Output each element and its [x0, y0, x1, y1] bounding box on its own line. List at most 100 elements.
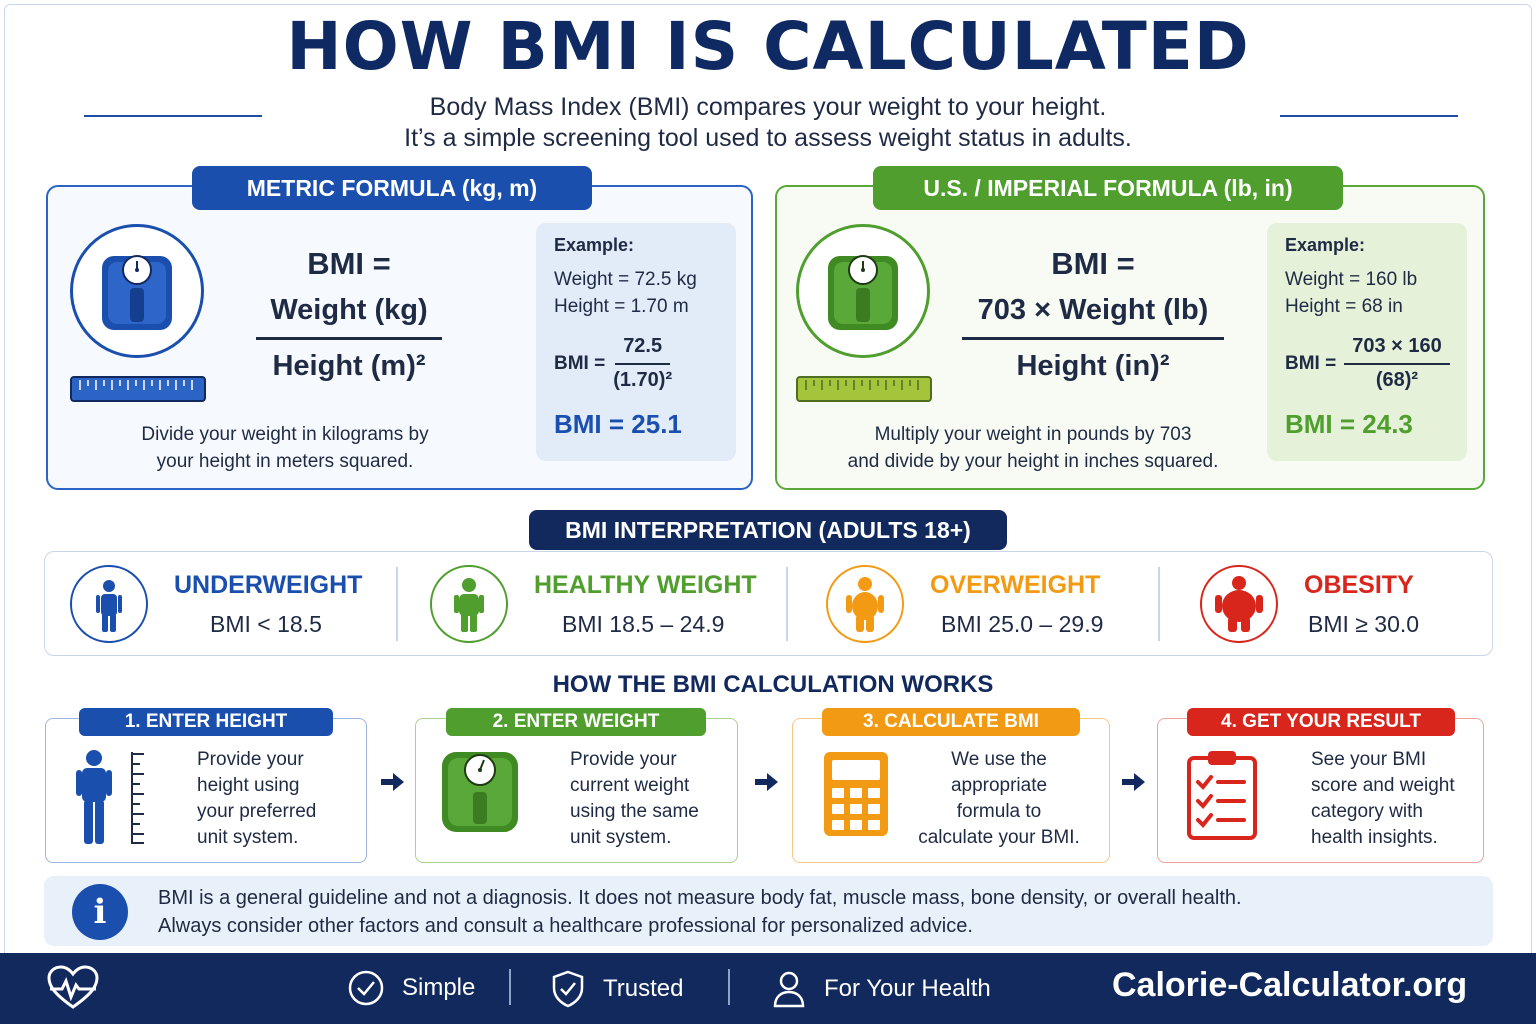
metric-example-weight: Weight = 72.5 kg — [554, 269, 697, 290]
step-2-line: Provide your — [570, 749, 677, 770]
scale-icon — [828, 255, 898, 330]
step-1-line: Provide your — [197, 749, 304, 770]
imperial-example-calc: BMI = 703 × 160 (68)² — [1285, 335, 1450, 392]
imperial-example-calc-label: BMI = — [1285, 352, 1337, 374]
brand-name[interactable]: Calorie-Calculator.org — [1112, 966, 1468, 1004]
calculator-icon — [824, 752, 888, 836]
person-thin-icon — [95, 579, 122, 632]
imperial-formula-tab: U.S. / IMPERIAL FORMULA (lb, in) — [873, 166, 1343, 210]
ruler-icon — [796, 376, 932, 402]
step-2-line: current weight — [570, 775, 690, 796]
metric-formula: BMI = Weight (kg) Height (m)² — [256, 246, 442, 383]
step-1-tab: 1. ENTER HEIGHT — [79, 708, 333, 736]
imperial-description: Multiply your weight in pounds by 703 an… — [810, 421, 1256, 475]
category-divider — [786, 567, 788, 641]
step-1-text: Provide your height using your preferred… — [197, 747, 316, 851]
category-healthy-weight: HEALTHY WEIGHT BMI 18.5 – 24.9 — [430, 561, 770, 647]
page-title: HOW BMI IS CALCULATED — [286, 8, 1250, 85]
step-3-tab: 3. CALCULATE BMI — [822, 708, 1080, 736]
imperial-example-height: Height = 68 in — [1285, 296, 1403, 317]
disclaimer-line-1: BMI is a general guideline and not a dia… — [158, 887, 1242, 909]
metric-description-line-1: Divide your weight in kilograms by — [141, 424, 429, 445]
metric-example-height: Height = 1.70 m — [554, 296, 689, 317]
category-range: BMI < 18.5 — [210, 611, 322, 637]
person-height-icon — [76, 750, 144, 844]
imperial-example-title: Example: — [1285, 235, 1366, 255]
step-2-text: Provide your current weight using the sa… — [570, 747, 699, 851]
category-range: BMI ≥ 30.0 — [1308, 611, 1420, 637]
person-icon — [453, 577, 484, 632]
imperial-formula-lhs: BMI = — [1051, 246, 1135, 281]
step-4-text: See your BMI score and weight category w… — [1311, 747, 1455, 851]
step-2-line: using the same — [570, 801, 699, 822]
metric-formula-tab: METRIC FORMULA (kg, m) — [192, 166, 592, 210]
subtitle-line-1: Body Mass Index (BMI) compares your weig… — [429, 93, 1107, 121]
metric-example-calc: BMI = 72.5 (1.70)² — [554, 335, 672, 392]
imperial-formula-numerator: 703 × Weight (lb) — [962, 294, 1224, 340]
footer-divider — [509, 969, 511, 1005]
obesity-person-icon-circle — [1200, 565, 1278, 643]
imperial-example-result: BMI = 24.3 — [1285, 409, 1413, 439]
ruler-icon — [70, 376, 206, 402]
imperial-description-line-2: and divide by your height in inches squa… — [847, 451, 1219, 472]
category-obesity: OBESITY BMI ≥ 30.0 — [1200, 561, 1480, 647]
overweight-person-icon-circle — [826, 565, 904, 643]
shield-check-icon — [552, 970, 584, 1008]
disclaimer-line-2: Always consider other factors and consul… — [158, 915, 973, 937]
step-1-line: your preferred — [197, 801, 317, 822]
imperial-example-denominator: (68)² — [1375, 369, 1419, 391]
step-4-line: category with — [1311, 801, 1423, 822]
footer-trusted: Trusted — [551, 970, 683, 1008]
healthy-person-icon-circle — [430, 565, 508, 643]
heart-pulse-icon — [47, 965, 99, 1009]
arrow-right-icon — [755, 773, 778, 791]
footer-bar — [0, 953, 1536, 1024]
category-name: HEALTHY WEIGHT — [534, 571, 757, 599]
step-4-line: health insights. — [1311, 827, 1438, 848]
metric-example-result: BMI = 25.1 — [554, 409, 682, 439]
footer-health: For Your Health — [772, 970, 991, 1008]
person-wide-icon — [845, 576, 884, 632]
metric-example-calc-label: BMI = — [554, 352, 606, 374]
interpretation-title: BMI INTERPRETATION (ADULTS 18+) — [529, 510, 1007, 550]
category-name: OBESITY — [1304, 571, 1414, 599]
metric-example-fraction: 72.5 (1.70)² — [613, 335, 672, 392]
metric-formula-denominator: Height (m)² — [272, 350, 426, 382]
footer-health-label: For Your Health — [824, 975, 991, 1002]
category-divider — [1158, 567, 1160, 641]
metric-formula-lhs: BMI = — [307, 246, 391, 281]
step-3-line: formula to — [956, 801, 1042, 822]
clipboard-checklist-icon — [1187, 751, 1257, 840]
metric-example-title: Example: — [554, 235, 635, 255]
arrow-right-icon — [1122, 773, 1145, 791]
disclaimer-note — [44, 876, 1493, 946]
step-1-line: unit system. — [197, 827, 299, 848]
footer-simple-label: Simple — [402, 974, 476, 1001]
scale-icon — [102, 255, 172, 330]
category-name: OVERWEIGHT — [930, 571, 1101, 599]
info-icon: i — [72, 884, 128, 940]
header-rule-right — [1280, 115, 1458, 117]
imperial-example-fraction: 703 × 160 (68)² — [1344, 335, 1450, 392]
disclaimer-text: BMI is a general guideline and not a dia… — [158, 884, 1242, 940]
footer-simple: Simple — [348, 970, 475, 1006]
category-underweight: UNDERWEIGHT BMI < 18.5 — [70, 561, 390, 647]
metric-example-denominator: (1.70)² — [613, 369, 673, 391]
underweight-person-icon-circle — [70, 565, 148, 643]
metric-description: Divide your weight in kilograms by your … — [100, 421, 470, 475]
category-range: BMI 25.0 – 29.9 — [941, 611, 1104, 637]
metric-example-box: Example: Weight = 72.5 kg Height = 1.70 … — [536, 223, 736, 461]
steps-title: HOW THE BMI CALCULATION WORKS — [552, 671, 994, 698]
arrow-right-icon — [381, 773, 404, 791]
step-3-line: We use the — [951, 749, 1047, 770]
imperial-example-box: Example: Weight = 160 lb Height = 68 in … — [1267, 223, 1467, 461]
metric-scale-icon-circle — [70, 224, 204, 358]
scale-icon — [442, 752, 518, 832]
metric-example-numerator: 72.5 — [615, 335, 671, 365]
subtitle-line-2: It’s a simple screening tool used to ass… — [404, 124, 1132, 152]
step-3-text: We use the appropriate formula to calcul… — [914, 747, 1084, 851]
step-4-line: score and weight — [1311, 775, 1455, 796]
header-rule-left — [84, 115, 262, 117]
page-subtitle: Body Mass Index (BMI) compares your weig… — [0, 92, 1536, 154]
imperial-description-line-1: Multiply your weight in pounds by 703 — [874, 424, 1192, 445]
